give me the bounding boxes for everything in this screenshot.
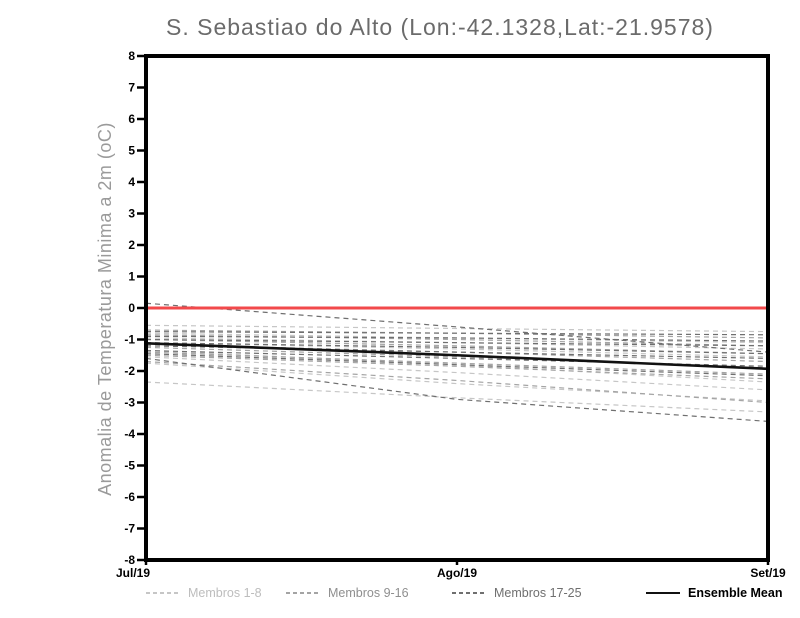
member-line (145, 346, 769, 369)
y-tick-label: -2 (124, 364, 135, 378)
x-tick-label: Set/19 (750, 566, 786, 580)
legend: Membros 1-8 Membros 9-16 Membros 17-25 E… (0, 586, 800, 608)
member-line (145, 338, 769, 347)
member-line (145, 335, 769, 342)
member-line (145, 362, 769, 402)
member-line (145, 381, 769, 413)
member-line (145, 357, 769, 422)
legend-entry-ensemble-mean: Ensemble Mean (646, 586, 782, 600)
member-line (145, 329, 769, 339)
y-tick-label: -5 (124, 459, 135, 473)
y-tick-label: -6 (124, 490, 135, 504)
dashed-line-swatch (286, 592, 320, 594)
member-line (145, 332, 769, 344)
member-line (145, 354, 769, 380)
chart-title: S. Sebastiao do Alto (Lon:-42.1328,Lat:-… (166, 14, 714, 40)
member-line (145, 337, 769, 350)
y-tick-label: 3 (128, 207, 135, 221)
legend-label: Membros 9-16 (328, 586, 409, 600)
legend-label: Membros 1-8 (188, 586, 262, 600)
y-tick-label: -4 (124, 427, 135, 441)
dashed-line-swatch (146, 592, 180, 594)
legend-label: Ensemble Mean (688, 586, 783, 600)
legend-entry-membros-9-16: Membros 9-16 (286, 586, 409, 600)
member-line (145, 324, 769, 333)
x-tick-label: Ago/19 (437, 566, 477, 580)
member-line (145, 353, 769, 377)
ensemble-mean-line (145, 341, 769, 371)
solid-line-swatch (646, 592, 680, 594)
member-line (145, 342, 769, 355)
legend-label: Membros 17-25 (494, 586, 582, 600)
member-line (145, 360, 769, 404)
y-tick-label: -3 (124, 396, 135, 410)
y-tick-label: -7 (124, 522, 135, 536)
dashed-line-swatch (452, 592, 486, 594)
y-tick-label: 6 (128, 112, 135, 126)
y-tick-label: 7 (128, 81, 135, 95)
y-tick-label: 8 (128, 49, 135, 63)
member-line (145, 349, 769, 367)
member-line (145, 338, 769, 355)
member-line (145, 356, 769, 391)
member-line (145, 331, 769, 336)
y-tick-label: 5 (128, 144, 135, 158)
member-line (145, 351, 769, 375)
x-tick-label: Jul/19 (116, 566, 150, 580)
legend-entry-membros-1-8: Membros 1-8 (146, 586, 262, 600)
y-tick-label: 4 (128, 175, 135, 189)
y-tick-label: 2 (128, 238, 135, 252)
y-tick-label: -1 (124, 333, 135, 347)
member-line (145, 302, 769, 353)
y-tick-label: 1 (128, 270, 135, 284)
y-tick-label: -8 (124, 553, 135, 567)
legend-entry-membros-17-25: Membros 17-25 (452, 586, 582, 600)
y-tick-label: 0 (128, 301, 135, 315)
